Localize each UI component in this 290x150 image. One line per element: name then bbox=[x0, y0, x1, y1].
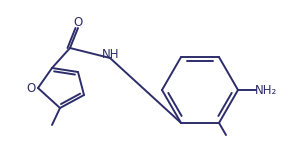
Text: O: O bbox=[73, 15, 83, 28]
Text: NH₂: NH₂ bbox=[255, 84, 277, 96]
Text: NH: NH bbox=[102, 48, 120, 62]
Text: O: O bbox=[26, 81, 36, 94]
